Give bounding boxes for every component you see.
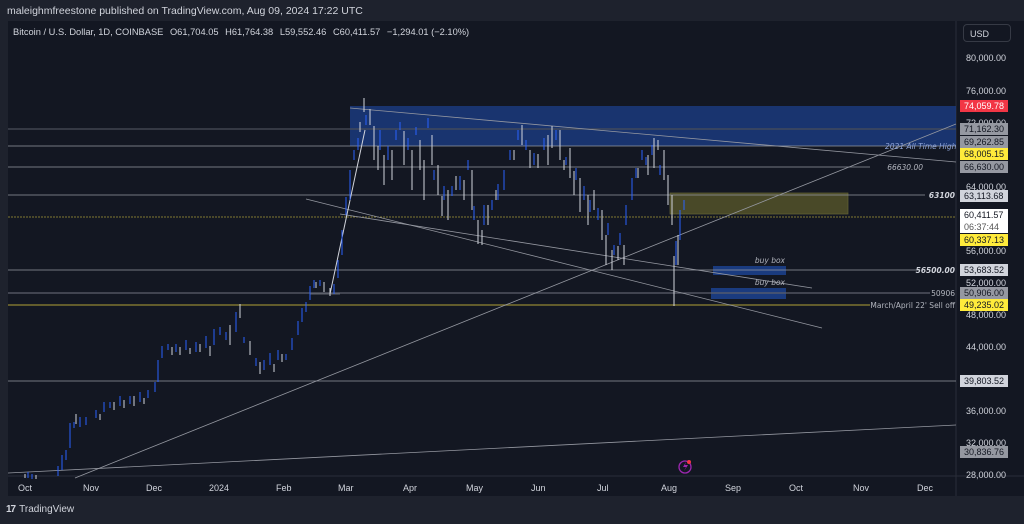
low-value: L59,552.46 (279, 27, 327, 37)
svg-text:50906: 50906 (931, 289, 955, 298)
lightning-alert-icon[interactable] (678, 460, 692, 474)
svg-text:Nov: Nov (83, 483, 100, 493)
time-axis: Oct Nov Dec 2024 Feb Mar Apr May Jun Jul… (18, 483, 934, 493)
svg-text:50,906.00: 50,906.00 (964, 288, 1004, 298)
svg-text:Nov: Nov (853, 483, 870, 493)
open-value: O61,704.05 (169, 27, 219, 37)
svg-text:66630.00: 66630.00 (887, 163, 923, 172)
svg-text:80,000.00: 80,000.00 (966, 53, 1006, 63)
svg-text:30,836.76: 30,836.76 (964, 447, 1004, 457)
svg-text:Sep: Sep (725, 483, 741, 493)
svg-text:March/April 22' Sell off: March/April 22' Sell off (870, 301, 955, 310)
svg-text:36,000.00: 36,000.00 (966, 406, 1006, 416)
svg-text:63100: 63100 (929, 191, 955, 200)
svg-text:56500.00: 56500.00 (916, 266, 955, 275)
svg-text:53,683.52: 53,683.52 (964, 265, 1004, 275)
tradingview-brand[interactable]: TradingView (19, 504, 75, 515)
price-axis: 80,000.00 76,000.00 72,000.00 64,000.00 … (966, 53, 1006, 480)
svg-text:69,262.85: 69,262.85 (964, 137, 1004, 147)
svg-text:56,000.00: 56,000.00 (966, 246, 1006, 256)
publisher-line: maleighmfreestone published on TradingVi… (7, 5, 363, 17)
svg-text:44,000.00: 44,000.00 (966, 342, 1006, 352)
svg-text:Oct: Oct (789, 483, 804, 493)
svg-text:60,411.57: 60,411.57 (964, 210, 1003, 220)
close-value: C60,411.57 (332, 27, 381, 37)
svg-text:68,005.15: 68,005.15 (964, 149, 1004, 159)
svg-text:Mar: Mar (338, 483, 354, 493)
svg-text:Aug: Aug (661, 483, 677, 493)
svg-text:63,113.68: 63,113.68 (964, 191, 1003, 201)
svg-text:Jul: Jul (597, 483, 609, 493)
svg-text:28,000.00: 28,000.00 (966, 470, 1006, 480)
ath-zone (350, 106, 956, 146)
svg-text:Apr: Apr (403, 483, 417, 493)
currency-button[interactable]: USD (963, 24, 1011, 42)
svg-text:39,803.52: 39,803.52 (964, 376, 1004, 386)
price-tags: 74,059.78 71,162.30 69,262.85 68,005.15 … (960, 100, 1008, 458)
change-value: −1,294.01 (−2.10%) (386, 27, 470, 37)
svg-text:60,337.13: 60,337.13 (964, 235, 1004, 245)
svg-text:buy box: buy box (755, 278, 786, 287)
svg-text:64,000.00: 64,000.00 (966, 182, 1006, 192)
svg-text:06:37:44: 06:37:44 (964, 222, 999, 232)
svg-text:Dec: Dec (917, 483, 934, 493)
svg-text:Dec: Dec (146, 483, 163, 493)
price-chart[interactable]: 80,000.00 76,000.00 72,000.00 64,000.00 … (8, 21, 1024, 496)
symbol-name[interactable]: Bitcoin / U.S. Dollar, 1D, COINBASE (13, 27, 164, 37)
footer: 17 TradingView (6, 504, 74, 515)
svg-text:52,000.00: 52,000.00 (966, 278, 1006, 288)
svg-text:buy box: buy box (755, 256, 786, 265)
svg-text:2024: 2024 (209, 483, 229, 493)
chart-container[interactable]: 80,000.00 76,000.00 72,000.00 64,000.00 … (8, 21, 1024, 496)
tradingview-logo-icon[interactable]: 17 (6, 504, 16, 515)
svg-text:May: May (466, 483, 484, 493)
annotations: 2021 All Time High 66630.00 63100 56500.… (755, 142, 957, 310)
svg-text:Jun: Jun (531, 483, 546, 493)
ohlc-legend: Bitcoin / U.S. Dollar, 1D, COINBASE O61,… (13, 27, 473, 37)
svg-text:Oct: Oct (18, 483, 33, 493)
high-value: H61,764.38 (225, 27, 274, 37)
svg-text:Feb: Feb (276, 483, 292, 493)
svg-text:32,000.00: 32,000.00 (966, 438, 1006, 448)
svg-text:2021 All Time High: 2021 All Time High (885, 142, 957, 151)
svg-text:66,630.00: 66,630.00 (964, 162, 1004, 172)
svg-text:48,000.00: 48,000.00 (966, 310, 1006, 320)
svg-text:49,235.02: 49,235.02 (964, 300, 1004, 310)
svg-text:71,162.30: 71,162.30 (964, 124, 1004, 134)
svg-text:76,000.00: 76,000.00 (966, 86, 1006, 96)
candles (24, 98, 685, 479)
svg-text:74,059.78: 74,059.78 (964, 101, 1004, 111)
